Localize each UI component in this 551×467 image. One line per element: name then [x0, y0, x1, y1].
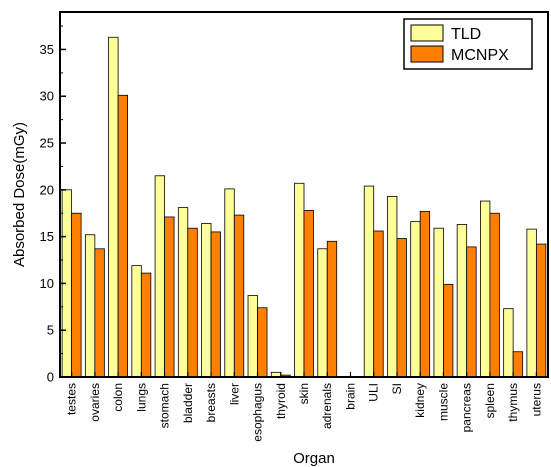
x-tick-label: kidney: [413, 383, 427, 418]
bar-tld-skin: [294, 182, 305, 378]
bar-tld-adrenals: [317, 248, 328, 378]
bar-mcnpx-stomach: [164, 216, 175, 378]
bar-mcnpx-colon: [117, 94, 128, 378]
bar-mcnpx-skin: [303, 210, 314, 378]
bar-mcnpx-si: [396, 238, 407, 378]
bar-mcnpx-bladder: [187, 227, 198, 378]
x-tick-label: uterus: [529, 383, 543, 416]
legend-swatch-tld: [410, 24, 444, 42]
x-tick-label: skin: [297, 383, 311, 404]
bar-mcnpx-ovaries: [94, 248, 105, 378]
x-tick-label: esophagus: [251, 383, 265, 442]
x-tick-label: stomach: [158, 383, 172, 428]
bar-mcnpx-thymus: [512, 351, 524, 378]
bar-tld-uterus: [526, 228, 537, 378]
y-tick-label: 15: [40, 229, 54, 244]
legend-label-mcnpx: MCNPX: [451, 47, 509, 64]
legend: TLD MCNPX: [403, 18, 533, 70]
x-tick-label: pancreas: [460, 383, 474, 432]
bar-mcnpx-uterus: [535, 243, 547, 378]
bar-tld-si: [387, 195, 398, 378]
bar-tld-colon: [108, 36, 119, 378]
x-tick-label: breasts: [204, 383, 218, 422]
bar-tld-ovaries: [84, 234, 96, 378]
bar-tld-esophagus: [247, 295, 258, 378]
x-tick-label: adrenals: [320, 383, 334, 429]
bar-mcnpx-muscle: [443, 283, 454, 378]
bar-mcnpx-pancreas: [466, 246, 477, 378]
x-tick-label: thymus: [506, 383, 520, 422]
x-axis-title: Organ: [293, 450, 335, 467]
bar-tld-lungs: [131, 265, 142, 378]
x-tick-label: lungs: [134, 383, 148, 412]
x-tick-label: SI: [390, 383, 404, 394]
y-tick-label: 10: [40, 276, 54, 291]
bar-tld-stomach: [154, 175, 165, 378]
bar-mcnpx-adrenals: [326, 240, 338, 378]
bar-mcnpx-lungs: [140, 272, 152, 378]
bar-mcnpx-esophagus: [257, 307, 268, 378]
bar-tld-spleen: [480, 200, 491, 378]
y-tick-label: 30: [40, 89, 54, 104]
bar-tld-bladder: [177, 207, 189, 378]
bar-tld-muscle: [433, 227, 444, 378]
legend-swatch-mcnpx: [410, 45, 444, 63]
y-axis-title: Absorbed Dose(mGy): [11, 122, 28, 267]
x-tick-label: spleen: [483, 383, 497, 418]
bar-mcnpx-breasts: [210, 231, 221, 378]
x-tick-label: ULI: [367, 383, 381, 402]
bar-tld-liver: [224, 188, 235, 378]
x-tick-label: thyroid: [274, 383, 288, 419]
y-tick-label: 25: [40, 136, 54, 151]
bar-mcnpx-kidney: [419, 210, 431, 378]
y-axis: 0 5 10 15 20 25 30 35: [40, 25, 66, 385]
x-axis: testes ovaries colon lungs stomach bladder bre…: [65, 372, 543, 442]
legend-label-tld: TLD: [451, 26, 481, 43]
y-tick-label: 5: [47, 323, 54, 338]
x-tick-label: ovaries: [88, 383, 102, 422]
y-tick-label: 0: [47, 370, 54, 385]
bar-mcnpx-liver: [233, 214, 245, 378]
x-tick-label: colon: [111, 383, 125, 412]
x-tick-label: muscle: [436, 383, 450, 421]
bar-mcnpx-uli: [373, 230, 384, 378]
y-tick-label: 35: [40, 42, 54, 57]
x-tick-label: liver: [227, 383, 241, 405]
x-tick-label: testes: [65, 383, 79, 415]
bar-mcnpx-testes: [71, 212, 82, 378]
x-tick-label: bladder: [181, 383, 195, 423]
bar-tld-uli: [363, 185, 375, 378]
bar-tld-thymus: [503, 308, 514, 378]
y-tick-label: 20: [40, 182, 54, 197]
bar-tld-pancreas: [456, 224, 468, 378]
x-tick-label: brain: [343, 383, 357, 410]
bars-group: [61, 36, 547, 378]
bar-mcnpx-spleen: [489, 212, 500, 378]
bar-tld-kidney: [410, 221, 421, 378]
bar-tld-breasts: [201, 223, 212, 378]
